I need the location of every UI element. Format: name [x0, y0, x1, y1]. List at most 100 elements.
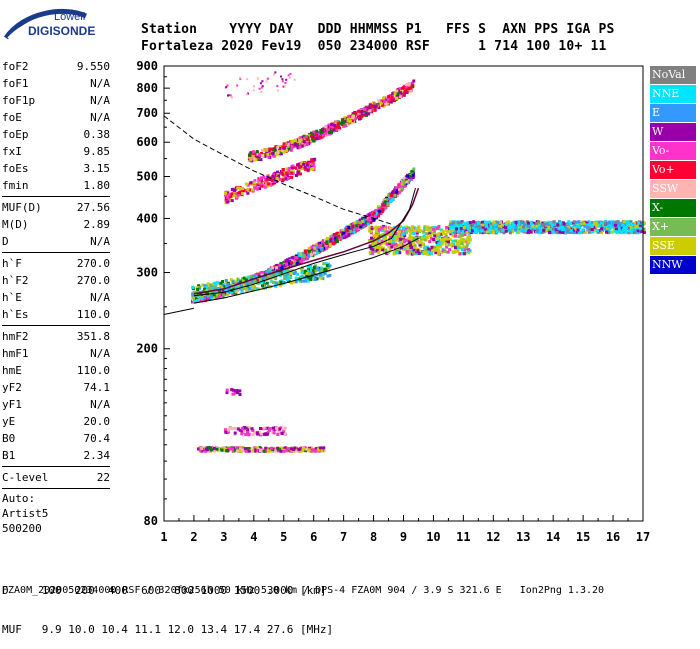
echo-point — [428, 240, 432, 244]
echo-point — [191, 295, 195, 299]
echo-point — [605, 224, 609, 228]
x-tick-label: 15 — [576, 530, 590, 544]
echo-point — [272, 431, 276, 435]
echo-point — [251, 280, 255, 284]
echo-point — [297, 169, 301, 173]
echo-point — [319, 248, 323, 252]
echo-point — [594, 220, 598, 224]
param-value: 27.56 — [76, 201, 110, 214]
echo-point — [236, 193, 240, 197]
echo-point — [324, 131, 328, 135]
echo-point — [379, 242, 383, 245]
echo-point — [425, 236, 429, 240]
echo-point — [637, 221, 641, 225]
param-row: h`E N/A — [2, 289, 110, 306]
echo-point — [227, 94, 229, 97]
echo-point — [404, 86, 408, 90]
echo-point — [291, 170, 295, 174]
echo-point — [433, 248, 436, 252]
echo-point — [382, 250, 386, 254]
echo-point — [206, 292, 209, 296]
echo-point — [356, 220, 360, 224]
echo-point — [253, 186, 257, 190]
echo-point — [215, 292, 219, 296]
echo-point — [256, 449, 260, 453]
echo-point — [590, 221, 594, 224]
echo-point — [231, 427, 235, 431]
echo-point — [576, 228, 580, 232]
echo-point — [471, 227, 475, 230]
echo-point — [569, 229, 573, 233]
echo-point — [617, 221, 621, 225]
trace-true-height — [193, 237, 419, 304]
x-tick-label: 12 — [486, 530, 500, 544]
trace-muf-lower — [163, 307, 195, 315]
echo-point — [621, 221, 624, 225]
echo-point — [368, 103, 372, 107]
echo-point — [407, 242, 411, 246]
param-value: 9.85 — [83, 145, 111, 158]
echo-point — [288, 271, 292, 275]
echo-point — [634, 225, 638, 229]
echo-point — [285, 177, 289, 181]
echo-point — [284, 259, 288, 263]
echo-point — [392, 244, 396, 248]
echo-point — [256, 183, 259, 187]
echo-point — [445, 228, 449, 232]
echo-point — [223, 285, 227, 289]
echo-point — [241, 448, 244, 452]
echo-point — [228, 446, 232, 450]
echo-point — [402, 226, 405, 230]
echo-point — [234, 290, 238, 294]
echo-point — [382, 96, 385, 100]
x-tick-label: 17 — [636, 530, 650, 544]
echo-point — [305, 254, 309, 258]
echo-point — [240, 426, 244, 430]
echo-point — [459, 226, 463, 230]
echo-point — [412, 251, 416, 255]
echo-point — [363, 107, 367, 111]
echo-point — [460, 238, 464, 242]
echo-point — [305, 138, 309, 142]
echo-point — [276, 152, 279, 156]
echo-point — [292, 449, 296, 453]
echo-point — [283, 427, 287, 431]
echo-point — [317, 448, 321, 452]
echo-point — [262, 175, 266, 179]
legend-item: E — [650, 104, 696, 122]
echo-point — [374, 240, 378, 244]
echo-point — [379, 99, 383, 103]
echo-point — [232, 289, 236, 293]
echo-point — [453, 246, 457, 250]
echo-point — [192, 290, 196, 294]
separator — [2, 196, 110, 197]
echo-point — [267, 271, 271, 275]
echo-point — [237, 191, 241, 195]
x-tick-label: 2 — [190, 530, 197, 544]
echo-point — [373, 250, 377, 254]
echo-point — [436, 252, 440, 256]
echo-point — [492, 231, 495, 235]
echo-point — [358, 114, 362, 118]
echo-point — [405, 178, 408, 182]
echo-point — [251, 188, 254, 192]
echo-point — [251, 429, 255, 432]
echo-point — [283, 149, 287, 153]
echo-point — [303, 165, 307, 169]
echo-point — [386, 98, 390, 102]
echo-point — [321, 240, 324, 244]
echo-point — [216, 281, 220, 285]
param-value: 351.8 — [76, 330, 110, 343]
param-row: B1 2.34 — [2, 447, 110, 464]
echo-point — [368, 109, 372, 113]
echo-point — [266, 152, 270, 156]
echo-point — [272, 426, 275, 430]
echo-point — [466, 240, 470, 244]
separator — [2, 466, 110, 467]
param-value: 3.15 — [83, 162, 111, 175]
echo-point — [280, 171, 284, 175]
echo-point — [607, 220, 611, 224]
echo-point — [367, 213, 371, 217]
echo-point — [598, 220, 602, 224]
echo-point — [356, 115, 360, 119]
